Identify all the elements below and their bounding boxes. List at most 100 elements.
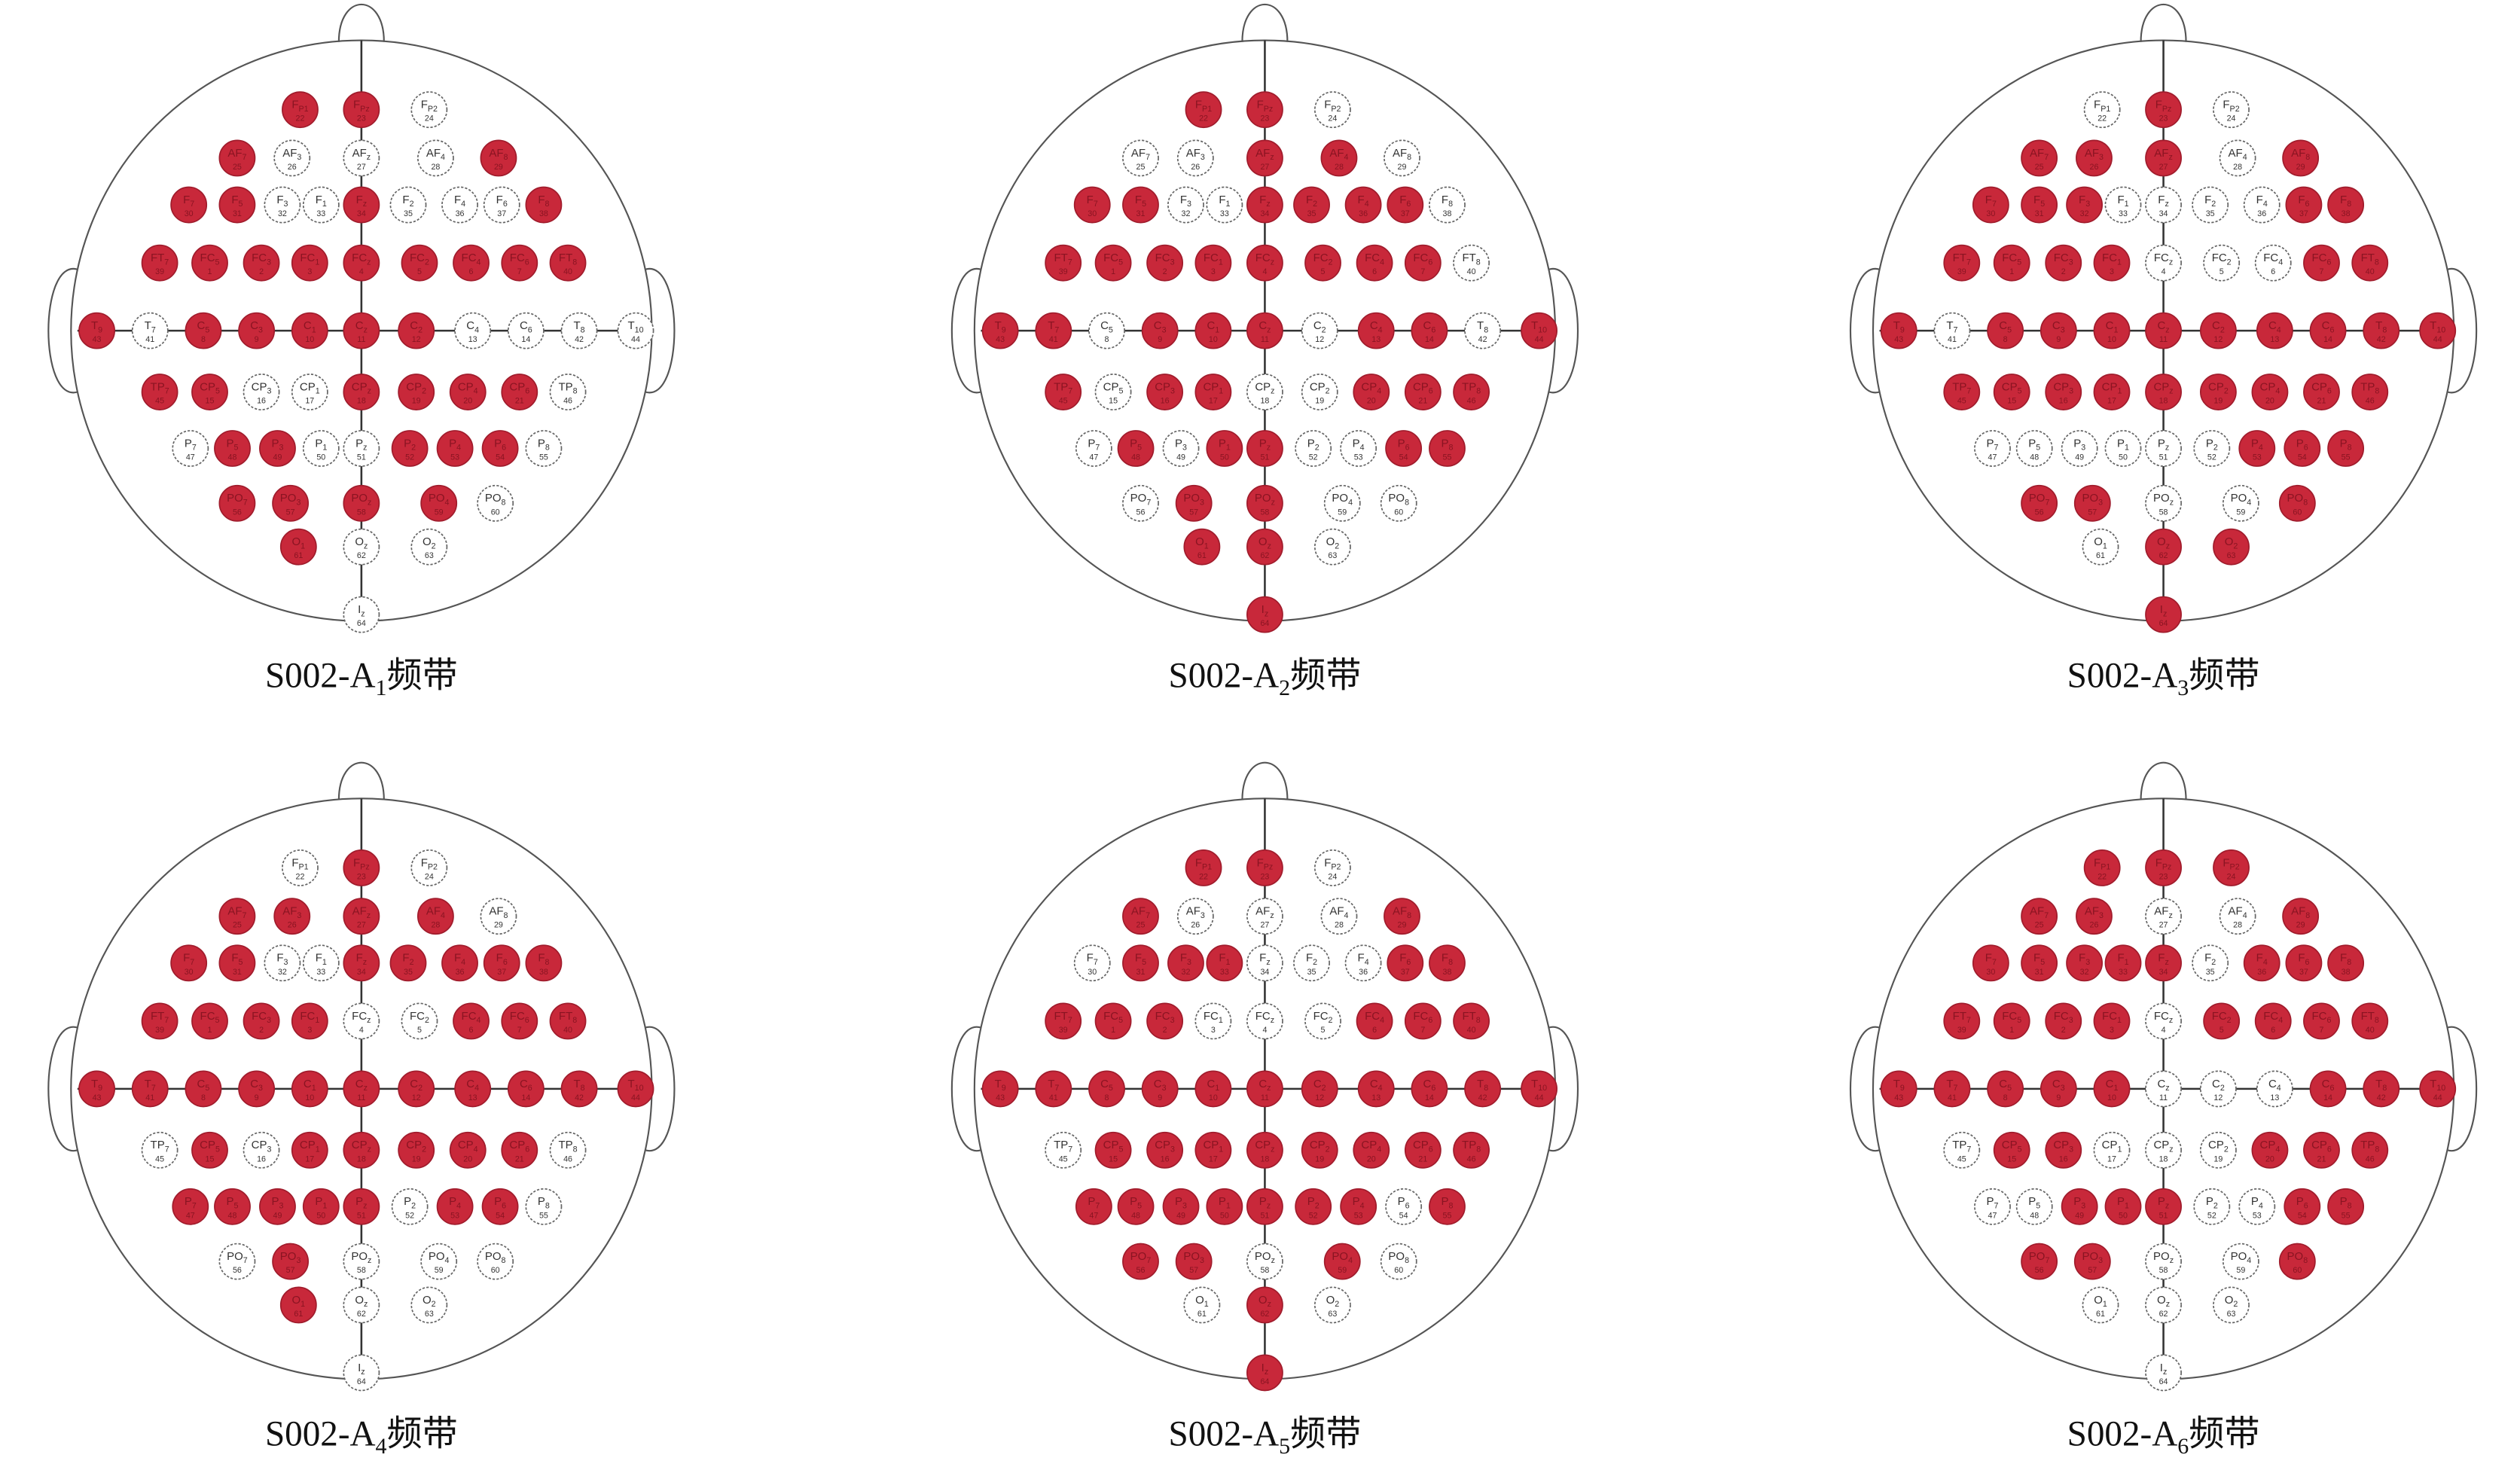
electrode-base: FC [300,252,315,264]
electrode-name: Cz [2157,1078,2169,1093]
electrode-name: CP4 [1361,1139,1381,1154]
electrode-base: CP [1310,380,1326,393]
electrode-sub: z [2165,444,2169,453]
electrode [480,898,517,935]
electrode [454,312,492,349]
electrode-base: FC [2312,252,2327,264]
electrode-name: FT8 [559,1010,577,1025]
electrode-number: 19 [1315,1154,1324,1163]
electrode-base: O [1326,1294,1335,1307]
electrode [1304,1002,1341,1040]
electrode-number: 18 [1260,1154,1269,1163]
electrode-name: POz [351,492,371,507]
electrode-name: T10 [1531,319,1547,334]
electrode-sub: z [363,1201,367,1210]
electrode-name: P2 [2206,1195,2218,1210]
electrode-name: FP1 [1195,99,1212,114]
ear [1548,268,1579,394]
electrode-number: 26 [1191,163,1200,172]
electrode-name: PO4 [1332,492,1353,507]
electrode-base: O [423,1294,432,1307]
electrode-name: F7 [1087,952,1098,967]
electrode-number: 43 [996,335,1005,344]
electrode-sub: 1 [2113,1084,2118,1093]
electrode [218,1243,256,1280]
electrode-base: FT [559,1010,572,1023]
electrode-number: 6 [469,1026,474,1035]
electrode-name: F3 [276,194,288,209]
electrode-base: C [355,319,364,332]
electrode-number: 62 [2159,551,2168,560]
electrode-base: P [449,437,456,450]
electrode-base: TP [558,380,572,393]
electrode-number: 23 [2159,114,2168,124]
electrode-sub: z [363,200,367,209]
electrode-base: PO [429,492,445,505]
electrode-name: C5 [1999,319,2012,334]
electrode [1429,1188,1466,1225]
electrode [141,1002,178,1040]
electrode-number: 16 [257,397,266,406]
electrode-number: 41 [1049,1093,1058,1102]
caption: S002-A4频带 [265,1414,458,1459]
electrode-name: PO7 [2029,1250,2050,1265]
electrode-sub: 4 [461,958,465,967]
electrode-sub: 6 [2329,1084,2334,1093]
electrode-base: F [538,194,545,206]
electrode-sub: 4 [1365,958,1369,967]
electrode-number: 9 [2056,335,2061,344]
electrode [1122,186,1159,224]
electrode-sub: 3 [1187,200,1191,209]
electrode-name: F5 [2033,952,2045,967]
electrode-sub: 8 [1449,1201,1454,1210]
electrode-name: C5 [197,1078,210,1093]
electrode-number: 49 [1176,1211,1185,1220]
electrode-name: FT8 [2361,1010,2379,1025]
electrode-base: FC [1365,1010,1380,1023]
electrode-number: 50 [2119,453,2128,462]
electrode [1035,312,1072,349]
electrode [259,1188,296,1225]
electrode-number: 64 [1260,1377,1269,1386]
electrode [2199,374,2237,410]
electrode-sub: 4 [441,911,445,920]
electrode [1175,484,1213,522]
electrode-base: CP [509,1139,525,1151]
electrode-number: 28 [431,163,440,172]
electrode-number: 36 [2257,968,2266,977]
electrode [2021,944,2058,982]
electrode [2309,1070,2347,1108]
electrode [1122,1243,1159,1280]
electrode-name: FC1 [2102,1010,2122,1025]
electrode-number: 20 [2265,397,2274,406]
electrode-number: 56 [1136,508,1146,517]
electrode-base: FT [1462,1010,1475,1023]
electrode-number: 40 [1467,267,1476,276]
electrode-base: I [358,1362,361,1374]
electrode-number: 56 [233,1266,242,1275]
electrode-base: AF [2030,905,2044,918]
electrode-number: 9 [255,1093,259,1102]
electrode-sub: 5 [2017,1016,2021,1025]
electrode [483,944,520,982]
electrode [2015,430,2053,467]
electrode-sub: 6 [1431,1084,1435,1093]
electrode-number: 34 [1260,968,1269,977]
electrode-sub: 4 [1348,1256,1353,1265]
electrode-base: P [2251,1195,2259,1208]
electrode-sub: 7 [1068,1016,1072,1025]
electrode-name: CP4 [2260,1139,2281,1154]
electrode-number: 21 [2317,397,2326,406]
electrode-name: AF7 [2030,905,2049,920]
electrode [2045,1002,2082,1040]
electrode-name: AF3 [1186,905,1205,920]
electrode-base: F [1195,856,1202,869]
electrode [1384,139,1420,177]
electrode-number: 35 [404,968,413,977]
electrode-base: I [1262,603,1265,616]
electrode [2199,312,2237,349]
electrode-base: P [271,1195,279,1208]
electrode-number: 57 [2088,1266,2097,1275]
electrode-number: 39 [155,1026,164,1035]
electrode-number: 56 [1136,1266,1146,1275]
